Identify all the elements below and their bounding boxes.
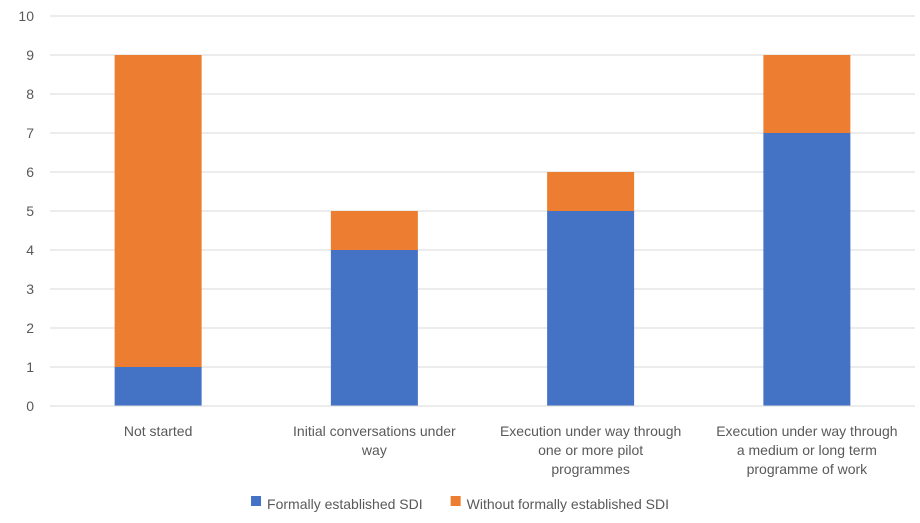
legend-label: Without formally established SDI [467,496,669,512]
y-tick-label: 1 [26,359,34,375]
legend: Formally established SDI Without formally… [251,496,669,512]
y-tick-label: 9 [26,47,34,63]
y-tick-label: 7 [26,125,34,141]
x-category-label: Not started [124,423,192,439]
y-tick-label: 0 [26,398,34,414]
bar-segment-formally-established [330,250,418,406]
legend-label: Formally established SDI [267,496,423,512]
bars [114,55,851,406]
bar-segment-without-formally-established [114,55,202,367]
legend-swatch [251,496,262,506]
bar-segment-formally-established [763,133,851,406]
y-tick-label: 5 [26,203,34,219]
legend-swatch [450,496,461,506]
y-tick-label: 2 [26,320,34,336]
y-tick-label: 3 [26,281,34,297]
bar-segment-without-formally-established [330,211,418,250]
x-category-label: Execution under way through a medium or l… [716,423,897,477]
x-category-label: Initial conversations under way [293,423,456,458]
y-tick-label: 10 [18,8,34,24]
y-tick-label: 6 [26,164,34,180]
bar-segment-without-formally-established [547,172,635,211]
bar-segment-formally-established [547,211,635,406]
x-category-label: Execution under way through one or more p… [500,423,681,477]
y-tick-label: 8 [26,86,34,102]
x-axis-category-labels: Not started Initial conversations under wa… [124,423,898,477]
bar-segment-formally-established [114,367,202,406]
y-tick-label: 4 [26,242,34,258]
bar-segment-without-formally-established [763,55,851,133]
y-axis-tick-labels: 0 1 2 3 4 5 6 7 8 9 10 [18,8,34,414]
